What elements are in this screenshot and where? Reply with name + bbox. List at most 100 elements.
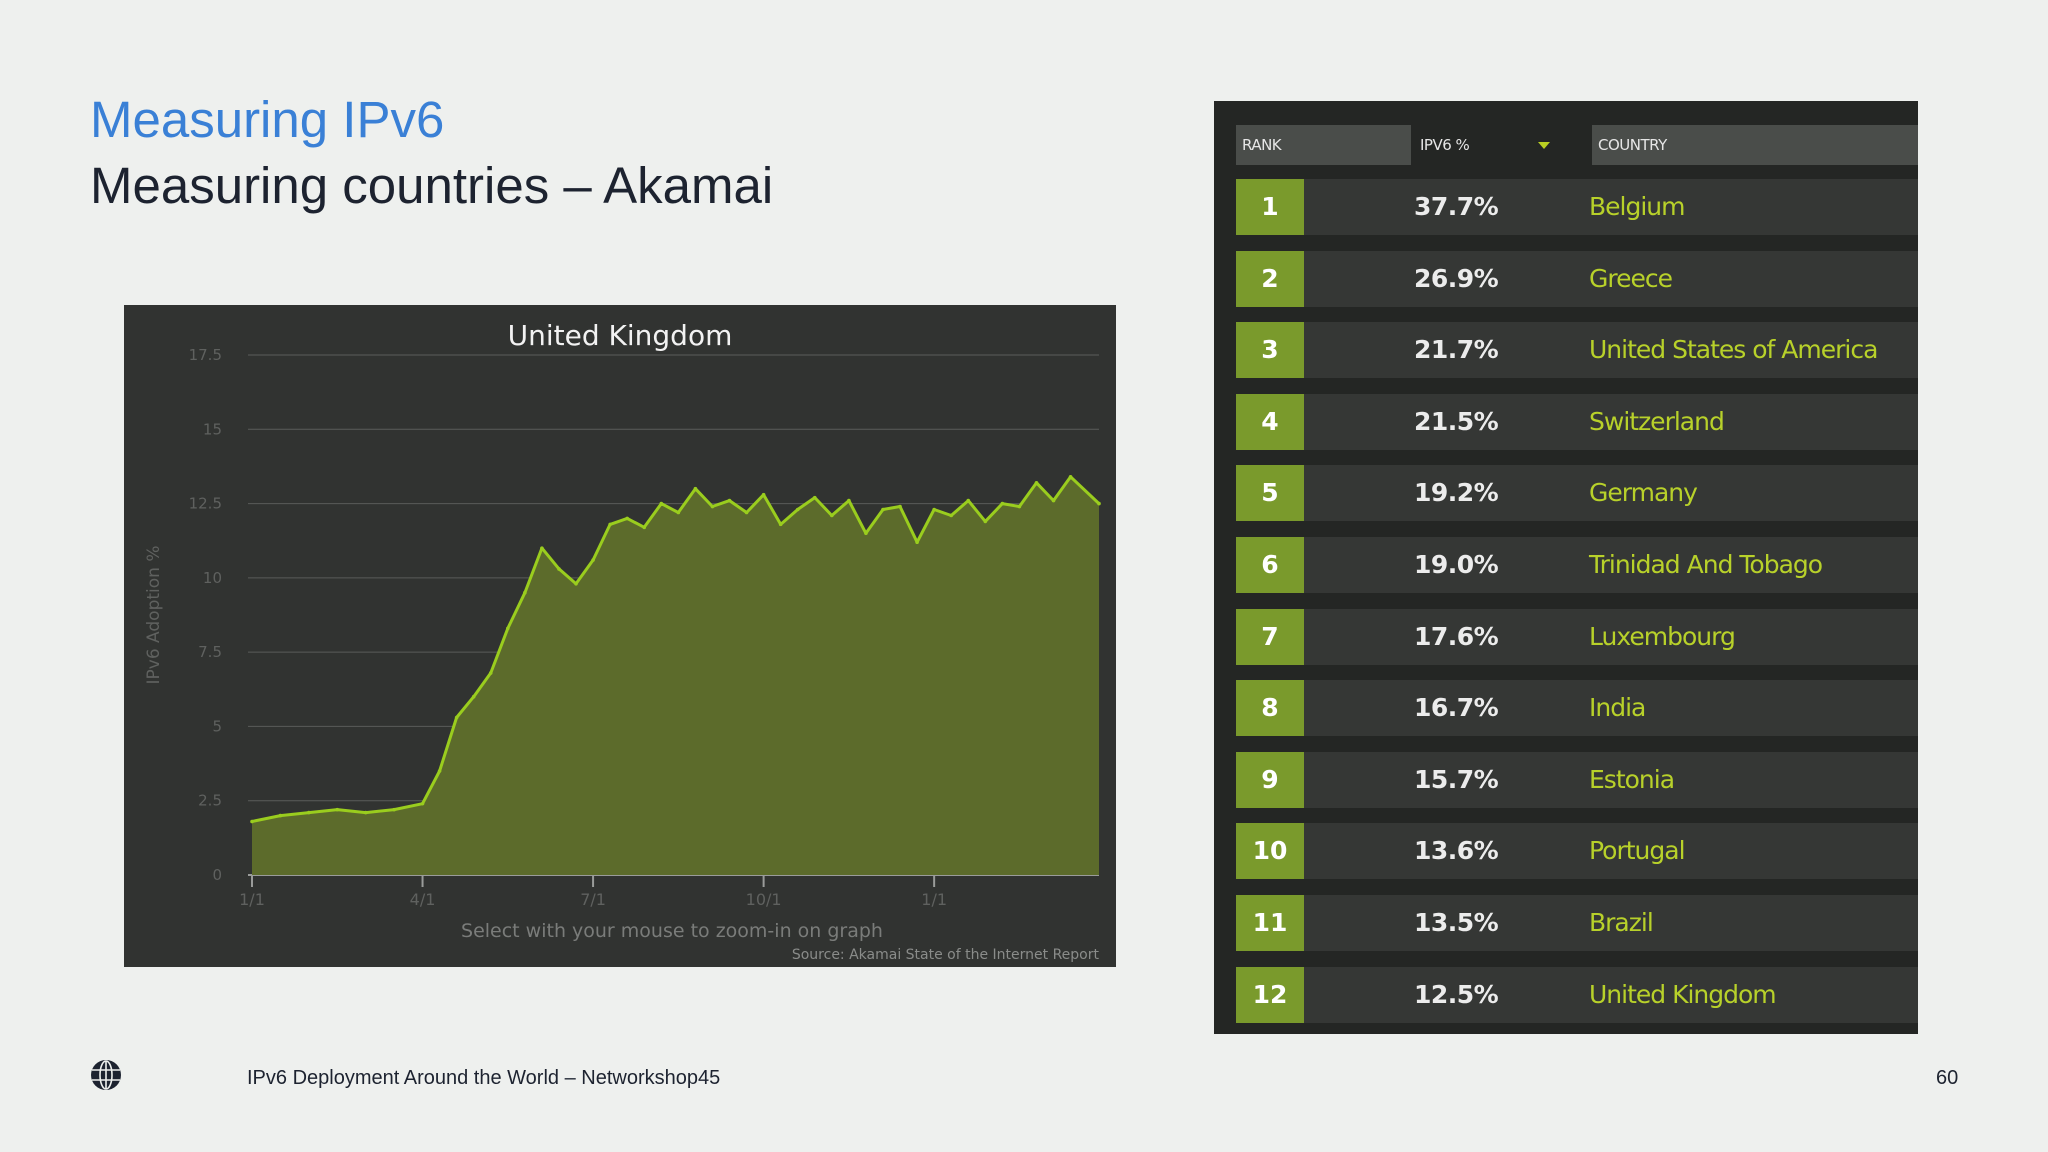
- country-link[interactable]: United Kingdom: [1589, 979, 1777, 1009]
- data-point: [574, 582, 578, 586]
- data-point: [915, 540, 919, 544]
- country-link[interactable]: Belgium: [1589, 192, 1685, 221]
- data-point: [812, 495, 817, 500]
- footer-text: IPv6 Deployment Around the World – Netwo…: [247, 1067, 721, 1089]
- data-point: [778, 522, 783, 527]
- table-header: RANK IPV6 % COUNTRY: [1236, 125, 1918, 165]
- data-point: [454, 715, 459, 720]
- data-point: [966, 498, 971, 503]
- rank-badge: 9: [1236, 751, 1304, 808]
- data-point: [676, 510, 681, 515]
- data-point: [523, 590, 527, 595]
- page-title: Measuring IPv6: [90, 91, 445, 148]
- table-row[interactable]: 2 26.9% Greece: [1236, 250, 1918, 307]
- table-row[interactable]: 11 13.5% Brazil: [1236, 895, 1918, 951]
- data-point: [864, 531, 868, 536]
- page-subtitle: Measuring countries – Akamai: [90, 157, 774, 214]
- ipv6-percent-value: 17.6%: [1414, 621, 1499, 651]
- data-point: [949, 513, 954, 518]
- data-point: [693, 486, 698, 491]
- ipv6-percent-value: 21.5%: [1414, 406, 1499, 436]
- table-row[interactable]: 5 19.2% Germany: [1236, 465, 1918, 522]
- data-point: [932, 507, 936, 512]
- data-point: [795, 507, 800, 512]
- data-point: [710, 504, 715, 509]
- data-point: [761, 492, 766, 497]
- data-point: [488, 671, 493, 675]
- ipv6-percent-value: 13.5%: [1414, 908, 1499, 937]
- table-row[interactable]: 7 17.6% Luxembourg: [1236, 608, 1918, 665]
- series-area: [252, 476, 1099, 875]
- data-point: [847, 498, 851, 503]
- table-row[interactable]: 4 21.5% Switzerland: [1236, 393, 1918, 450]
- table-row[interactable]: 12 12.5% United Kingdom: [1236, 966, 1918, 1023]
- table-row[interactable]: 10 13.6% Portugal: [1236, 823, 1918, 880]
- ipv6-percent-value: 13.6%: [1414, 836, 1499, 866]
- data-point: [1097, 501, 1101, 506]
- data-point: [881, 507, 885, 512]
- data-point: [608, 522, 612, 527]
- country-link[interactable]: Greece: [1589, 263, 1673, 293]
- rank-badge: 3: [1236, 322, 1304, 379]
- country-link[interactable]: Germany: [1589, 478, 1698, 508]
- ipv6-percent-value: 16.7%: [1414, 693, 1499, 723]
- rank-badge: 4: [1236, 393, 1304, 450]
- country-column-header[interactable]: COUNTRY: [1592, 125, 1918, 165]
- rank-badge: 1: [1236, 179, 1304, 235]
- table-row[interactable]: 8 16.7% India: [1236, 680, 1918, 737]
- y-tick-label: 12.5: [189, 495, 222, 513]
- data-point: [437, 769, 442, 773]
- data-point: [540, 546, 544, 550]
- ipv6-percent-column-header[interactable]: IPV6 %: [1420, 136, 1470, 154]
- country-link[interactable]: India: [1589, 693, 1646, 723]
- rank-column-header[interactable]: RANK: [1236, 125, 1411, 165]
- data-point: [727, 498, 732, 503]
- country-link[interactable]: United States of America: [1589, 335, 1878, 365]
- rank-badge: 10: [1236, 823, 1304, 880]
- zoom-hint-annotation: Select with your mouse to zoom-in on gra…: [461, 920, 883, 942]
- chart-panel[interactable]: 0 2.5 5 7.5 10 12.5 15 17.5 1/1 4/1 7/1 10/1 1/1 Unit…: [124, 305, 1116, 967]
- data-point: [307, 810, 311, 815]
- country-link[interactable]: Switzerland: [1589, 406, 1725, 436]
- source-annotation: Source: Akamai State of the Internet Rep…: [792, 947, 1100, 963]
- y-tick-label: 7.5: [198, 643, 222, 661]
- table-row[interactable]: 9 15.7% Estonia: [1236, 751, 1918, 808]
- data-point: [830, 513, 834, 518]
- table-row[interactable]: 3 21.7% United States of America: [1236, 322, 1918, 379]
- data-point: [420, 801, 425, 806]
- ipv6-adoption-chart[interactable]: 0 2.5 5 7.5 10 12.5 15 17.5 1/1 4/1 7/1 10/1 1/1 Unit…: [124, 305, 1116, 967]
- data-point: [1000, 501, 1005, 506]
- sort-descending-icon[interactable]: [1538, 142, 1550, 149]
- ipv6-percent-value: 19.2%: [1414, 478, 1499, 508]
- chart-title: United Kingdom: [508, 319, 733, 352]
- country-link[interactable]: Brazil: [1589, 908, 1654, 937]
- y-axis-label: IPv6 Adoption %: [144, 546, 164, 685]
- data-point: [1068, 475, 1073, 479]
- ipv6-percent-value: 37.7%: [1414, 192, 1499, 221]
- table-row[interactable]: 6 19.0% Trinidad And Tobago: [1236, 537, 1918, 593]
- y-tick-label: 2.5: [198, 792, 222, 810]
- y-tick-label: 15: [203, 420, 222, 438]
- data-point: [250, 819, 254, 824]
- page-number: 60: [1936, 1067, 1959, 1089]
- x-tick-label: 7/1: [580, 890, 606, 909]
- table-row[interactable]: 1 37.7% Belgium: [1236, 179, 1918, 235]
- data-point: [278, 813, 283, 818]
- rank-badge: 7: [1236, 608, 1304, 665]
- country-link[interactable]: Trinidad And Tobago: [1589, 550, 1823, 579]
- y-tick-label: 10: [203, 569, 222, 587]
- country-link[interactable]: Portugal: [1589, 836, 1686, 866]
- rank-badge: 8: [1236, 680, 1304, 737]
- data-point: [642, 525, 647, 530]
- ipv6-percent-value: 19.0%: [1414, 550, 1499, 579]
- data-point: [392, 807, 396, 812]
- data-point: [557, 567, 561, 571]
- country-link[interactable]: Estonia: [1589, 764, 1675, 794]
- data-point: [659, 501, 664, 506]
- rank-badge: 5: [1236, 465, 1304, 522]
- ipv6-percent-value: 12.5%: [1414, 979, 1499, 1009]
- country-link[interactable]: Luxembourg: [1589, 621, 1736, 651]
- data-point: [1051, 498, 1056, 503]
- y-tick-label: 5: [212, 717, 222, 735]
